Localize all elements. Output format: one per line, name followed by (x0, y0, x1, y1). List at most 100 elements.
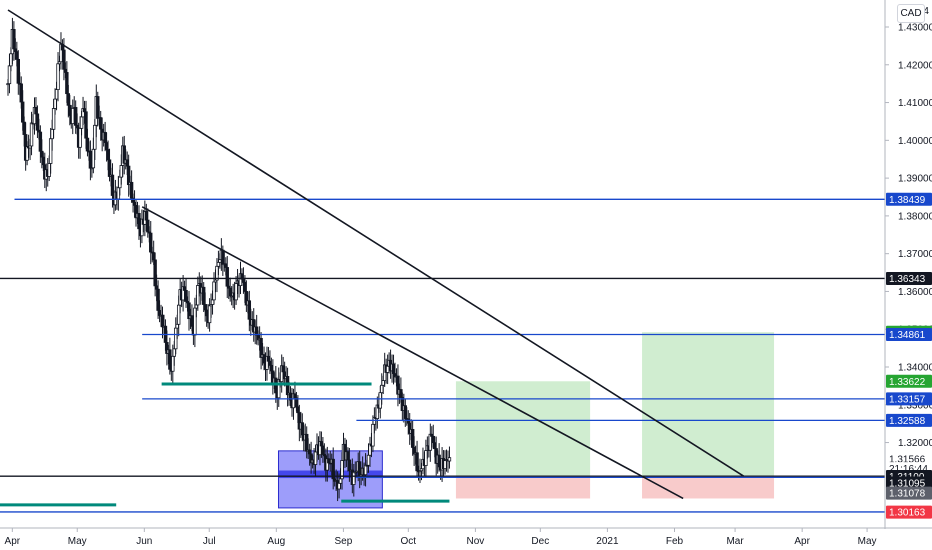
candle-body-down (307, 449, 312, 455)
candle-body-up (79, 116, 84, 129)
price-tag: 1.32588 (886, 413, 932, 427)
candle-body-up (447, 457, 452, 462)
candle (279, 354, 284, 393)
candle (443, 450, 447, 475)
candle (277, 367, 281, 407)
candle-body-down (153, 259, 157, 287)
candle-body-down (293, 393, 297, 399)
candle-body-up (50, 128, 54, 140)
currency-badge[interactable]: CAD (897, 4, 925, 23)
price-tag-label: 1.38439 (889, 195, 926, 206)
trendline-1[interactable] (7, 9, 745, 477)
candle-body-down (96, 96, 100, 119)
candle-body-up (380, 384, 384, 394)
candle-body-down (82, 108, 87, 113)
candle (265, 346, 269, 381)
candle-body-down (243, 282, 247, 292)
candle-body-down (319, 441, 324, 447)
candle-body-down (65, 72, 69, 95)
candle-body-up (338, 478, 343, 484)
demand-zone-band (278, 470, 383, 479)
price-tag-bg (886, 486, 932, 500)
candle-body-down (63, 68, 68, 73)
candle-body-up (366, 454, 371, 466)
candle-body-up (210, 299, 215, 305)
x-tick-label: Nov (467, 536, 485, 547)
candle-body-down (110, 174, 115, 196)
profit-zone-1[interactable] (455, 381, 591, 477)
candle (12, 21, 16, 61)
candle-body-down (154, 285, 159, 290)
loss-zone-1[interactable] (455, 476, 591, 499)
price-tag: 1.34861 (886, 327, 932, 341)
candle-body-down (156, 288, 160, 311)
candle-body-down (347, 459, 352, 471)
x-tick-label: Feb (666, 536, 684, 547)
candle-body-down (321, 445, 325, 455)
candle (32, 97, 37, 135)
candle-body-down (391, 363, 396, 374)
candle-body-down (146, 219, 150, 233)
candle-body-up (176, 304, 181, 325)
candle-body-down (305, 433, 309, 452)
candle (385, 354, 390, 385)
candle-body-down (85, 137, 90, 152)
candle-body-up (196, 285, 200, 306)
price-tag-label: 1.36343 (889, 274, 926, 285)
candle-body-down (357, 461, 362, 477)
x-tick-label: Aug (267, 536, 285, 547)
candles-layer (6, 17, 452, 502)
candle (29, 111, 34, 156)
y-tick-label: 1.41000 (898, 98, 932, 109)
candle-body-down (35, 113, 40, 131)
candle (207, 298, 212, 332)
candle-body-down (262, 354, 266, 364)
candle (234, 276, 238, 305)
candle-body-up (54, 89, 59, 100)
candle-body-down (403, 405, 407, 419)
candle-body-down (126, 165, 131, 186)
demand-zone[interactable] (277, 450, 383, 509)
candle-body-up (193, 307, 197, 336)
candle-body-down (221, 249, 225, 265)
y-tick-label: 1.33000 (898, 400, 932, 411)
price-tag-bg (886, 271, 932, 285)
candle-body-down (149, 232, 153, 253)
y-tick-label: 1.37000 (898, 249, 932, 260)
candle-body-up (363, 464, 368, 476)
candle-body-down (228, 287, 232, 297)
candle-body-up (216, 261, 221, 267)
trendline-2[interactable] (141, 206, 684, 500)
y-tick-label: 1.38000 (898, 211, 932, 222)
candle-body-up (71, 107, 75, 125)
candle-body-down (106, 149, 110, 161)
candle-body-down (129, 181, 134, 199)
candle-body-down (68, 104, 72, 116)
candle-body-up (194, 304, 199, 309)
loss-zone-2[interactable] (642, 476, 775, 499)
candle-body-up (25, 146, 29, 161)
x-tick-label: Apr (5, 536, 21, 547)
candle (447, 446, 452, 469)
candle-body-up (378, 392, 382, 409)
profit-zone-2[interactable] (642, 332, 775, 477)
candle (187, 290, 191, 331)
price-tag-bg (886, 192, 932, 206)
price-tag-label: 1.30163 (889, 508, 926, 519)
candle-body-up (7, 65, 12, 85)
candle (446, 450, 450, 473)
candle-body-up (47, 163, 51, 177)
x-tick-label: Apr (794, 536, 810, 547)
candle-body-up (29, 122, 34, 147)
candle-body-up (212, 281, 216, 301)
candle (424, 439, 428, 478)
candle (149, 221, 153, 265)
time-axis[interactable]: Apr May Jun Jul Aug Sep Oct Nov Dec 2021 Feb Mar Apr… (0, 527, 932, 550)
zones-layer (277, 332, 775, 509)
price-tag: 1.36343 (886, 271, 932, 285)
candle-body-down (241, 278, 246, 283)
candle-body-down (204, 309, 209, 317)
candle-body-down (12, 29, 16, 50)
lines-layer (0, 9, 885, 513)
